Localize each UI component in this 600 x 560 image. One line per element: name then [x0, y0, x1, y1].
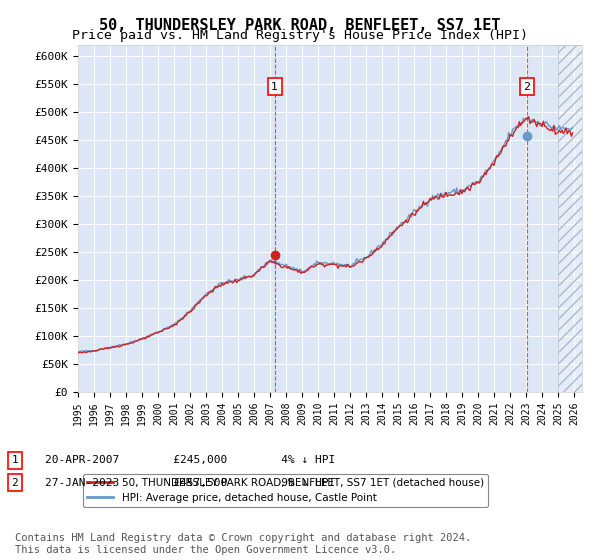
Text: 1: 1: [271, 82, 278, 92]
Text: 1: 1: [11, 455, 19, 465]
Legend: 50, THUNDERSLEY PARK ROAD, BENFLEET, SS7 1ET (detached house), HPI: Average pric: 50, THUNDERSLEY PARK ROAD, BENFLEET, SS7…: [83, 474, 488, 507]
Text: 2: 2: [11, 478, 19, 488]
Text: Contains HM Land Registry data © Crown copyright and database right 2024.
This d: Contains HM Land Registry data © Crown c…: [15, 533, 471, 555]
Bar: [558, 45, 590, 392]
Bar: [558, 45, 590, 392]
Text: Price paid vs. HM Land Registry's House Price Index (HPI): Price paid vs. HM Land Registry's House …: [72, 29, 528, 42]
Text: 20-APR-2007        £245,000        4% ↓ HPI: 20-APR-2007 £245,000 4% ↓ HPI: [45, 455, 335, 465]
Text: 2: 2: [524, 82, 530, 92]
Text: 50, THUNDERSLEY PARK ROAD, BENFLEET, SS7 1ET: 50, THUNDERSLEY PARK ROAD, BENFLEET, SS7…: [99, 18, 501, 33]
Text: 27-JAN-2023        £457,500        9% ↓ HPI: 27-JAN-2023 £457,500 9% ↓ HPI: [45, 478, 335, 488]
